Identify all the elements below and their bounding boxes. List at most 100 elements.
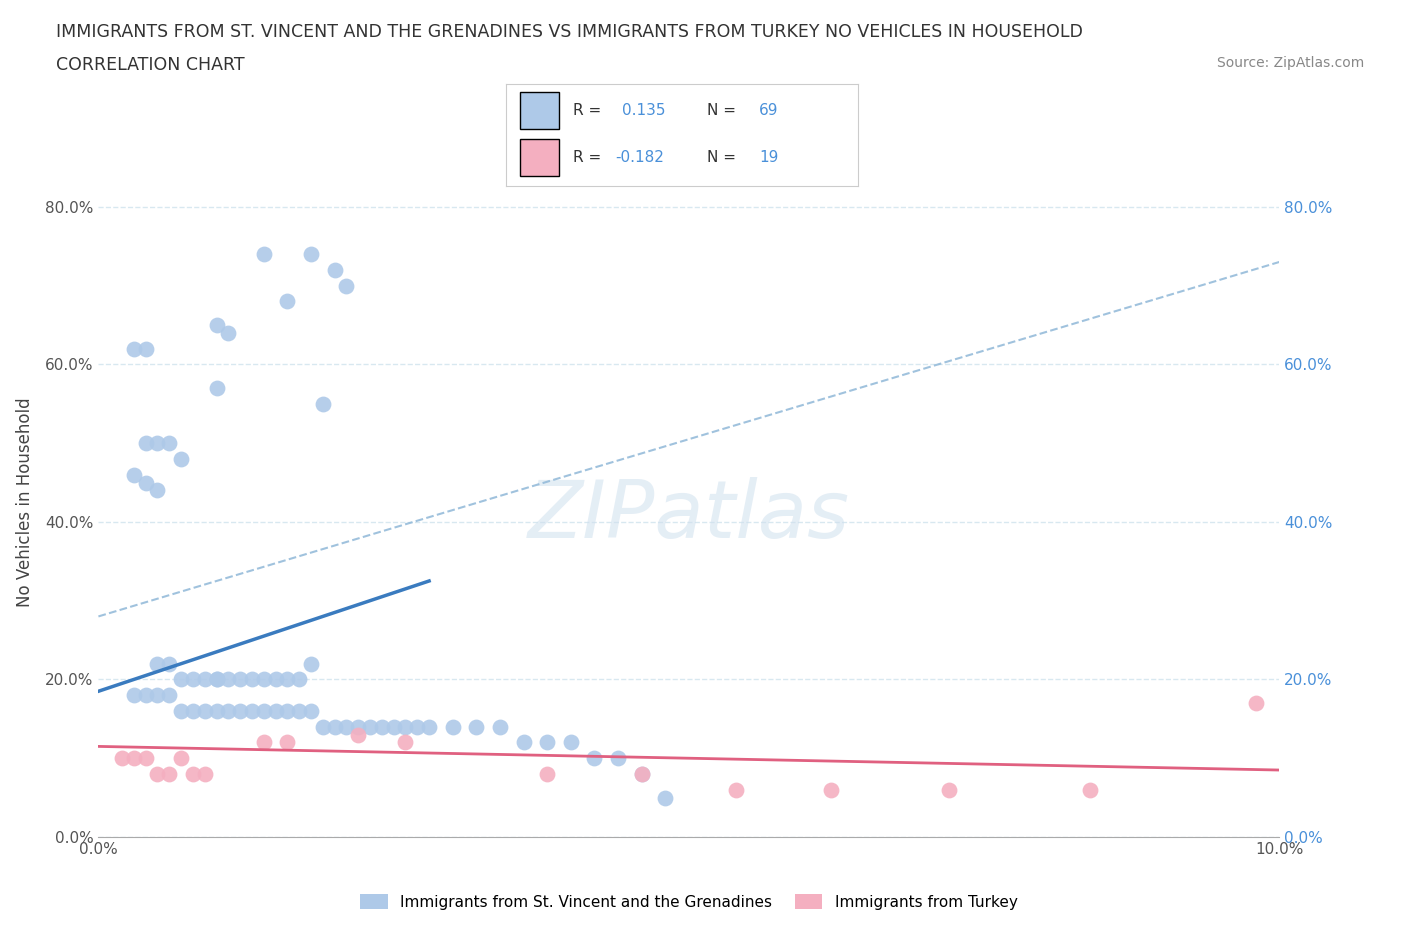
Point — [630, 766, 652, 781]
Point — [630, 766, 652, 781]
Point — [146, 483, 169, 498]
Point — [335, 278, 357, 293]
Point — [194, 703, 217, 718]
Point — [536, 735, 558, 750]
Point — [122, 688, 145, 703]
Point — [122, 467, 145, 482]
Text: -0.182: -0.182 — [616, 150, 664, 165]
Point — [122, 751, 145, 765]
Point — [170, 451, 193, 466]
Text: IMMIGRANTS FROM ST. VINCENT AND THE GRENADINES VS IMMIGRANTS FROM TURKEY NO VEHI: IMMIGRANTS FROM ST. VINCENT AND THE GREN… — [56, 23, 1083, 41]
Point — [299, 657, 322, 671]
Point — [820, 782, 842, 797]
Point — [194, 766, 217, 781]
Text: 19: 19 — [759, 150, 779, 165]
Point — [536, 766, 558, 781]
Point — [170, 751, 193, 765]
Point — [135, 751, 157, 765]
Point — [312, 396, 335, 411]
Point — [205, 672, 228, 687]
Point — [654, 790, 676, 805]
Point — [607, 751, 630, 765]
Point — [276, 672, 298, 687]
Text: 0.135: 0.135 — [621, 103, 665, 118]
Point — [205, 672, 228, 687]
Point — [157, 766, 180, 781]
Point — [240, 703, 263, 718]
Point — [299, 246, 322, 261]
Point — [288, 672, 311, 687]
Point — [157, 688, 180, 703]
Point — [240, 672, 263, 687]
Point — [205, 317, 228, 332]
Y-axis label: No Vehicles in Household: No Vehicles in Household — [15, 397, 34, 607]
Point — [253, 672, 276, 687]
Point — [217, 326, 239, 340]
Point — [194, 672, 217, 687]
Point — [122, 341, 145, 356]
Point — [181, 703, 204, 718]
Text: 69: 69 — [759, 103, 779, 118]
Point — [276, 735, 298, 750]
Point — [253, 735, 276, 750]
Text: CORRELATION CHART: CORRELATION CHART — [56, 56, 245, 73]
Point — [512, 735, 534, 750]
Point — [264, 672, 287, 687]
Point — [146, 435, 169, 450]
Point — [406, 719, 429, 734]
Point — [347, 727, 370, 742]
Point — [146, 657, 169, 671]
Point — [323, 262, 346, 277]
Point — [135, 435, 157, 450]
Point — [288, 703, 311, 718]
Point — [170, 672, 193, 687]
Point — [205, 703, 228, 718]
Point — [181, 672, 204, 687]
Text: ZIPatlas: ZIPatlas — [527, 476, 851, 554]
Point — [394, 719, 416, 734]
Point — [135, 688, 157, 703]
Point — [181, 766, 204, 781]
Point — [135, 475, 157, 490]
Point — [146, 766, 169, 781]
FancyBboxPatch shape — [520, 92, 560, 128]
Point — [229, 703, 252, 718]
Text: R =: R = — [574, 150, 606, 165]
Point — [347, 719, 370, 734]
FancyBboxPatch shape — [520, 139, 560, 176]
Point — [299, 703, 322, 718]
Text: Source: ZipAtlas.com: Source: ZipAtlas.com — [1216, 56, 1364, 70]
Point — [382, 719, 405, 734]
Point — [157, 435, 180, 450]
Point — [264, 703, 287, 718]
Point — [938, 782, 960, 797]
Point — [276, 703, 298, 718]
Point — [1080, 782, 1102, 797]
Point — [157, 657, 180, 671]
Point — [276, 294, 298, 309]
Point — [465, 719, 488, 734]
Point — [312, 719, 335, 734]
Text: N =: N = — [707, 150, 741, 165]
Point — [217, 703, 239, 718]
Legend: Immigrants from St. Vincent and the Grenadines, Immigrants from Turkey: Immigrants from St. Vincent and the Gren… — [360, 894, 1018, 910]
Point — [205, 380, 228, 395]
Point — [371, 719, 394, 734]
Point — [394, 735, 416, 750]
Point — [418, 719, 440, 734]
Point — [323, 719, 346, 734]
Point — [146, 688, 169, 703]
Point — [1244, 696, 1267, 711]
Point — [560, 735, 582, 750]
Point — [229, 672, 252, 687]
Point — [489, 719, 512, 734]
Point — [217, 672, 239, 687]
Point — [253, 703, 276, 718]
Text: N =: N = — [707, 103, 741, 118]
Point — [725, 782, 748, 797]
Point — [335, 719, 357, 734]
Point — [359, 719, 381, 734]
Point — [441, 719, 464, 734]
Point — [583, 751, 606, 765]
Point — [170, 703, 193, 718]
